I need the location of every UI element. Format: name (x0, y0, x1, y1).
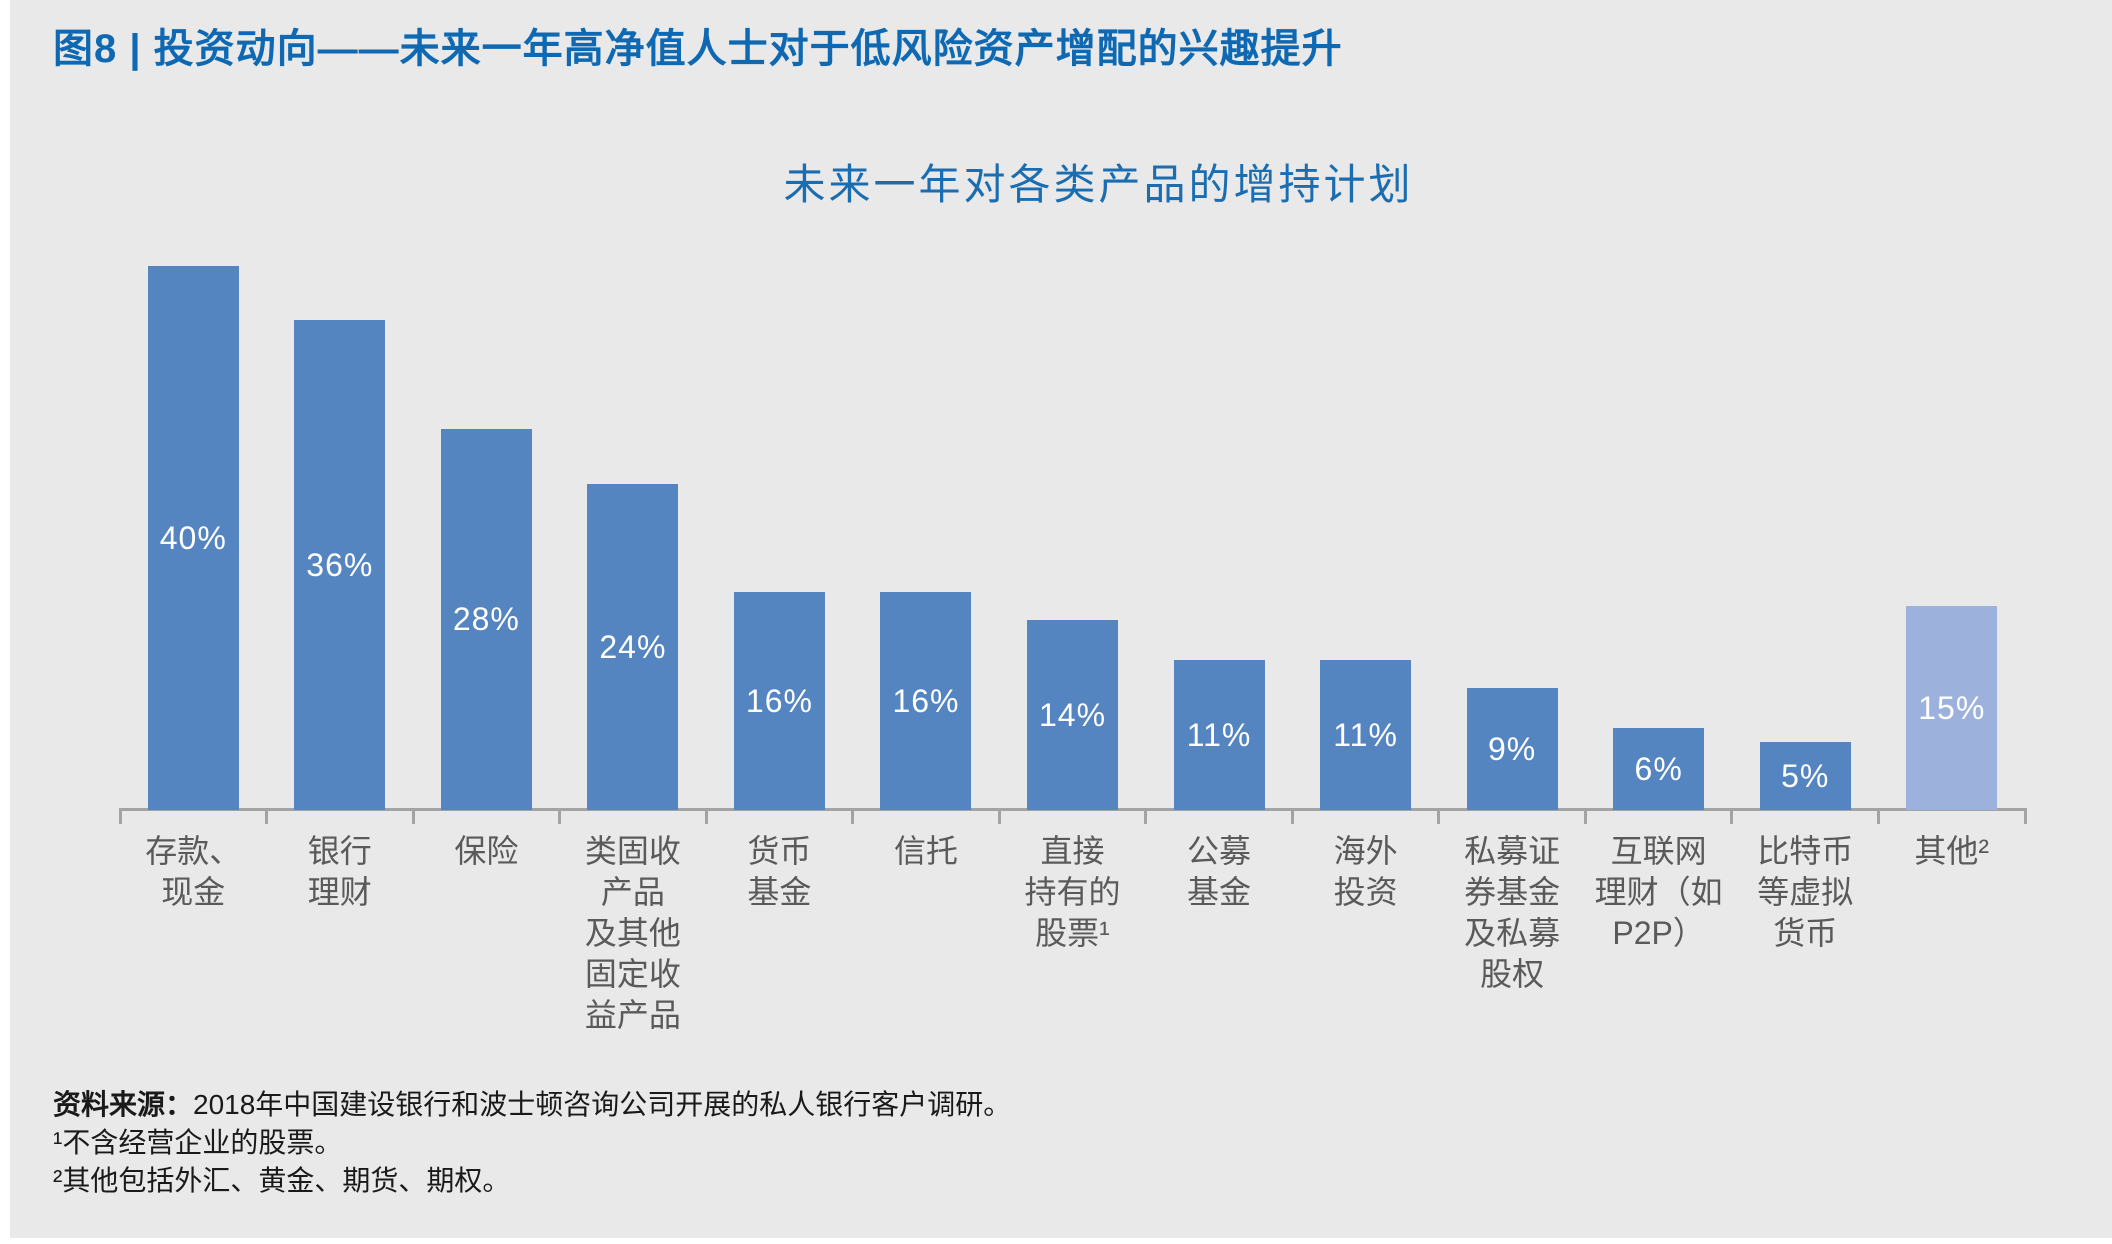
bar-value-label: 36% (306, 546, 374, 583)
axis-tick (118, 808, 122, 824)
axis-tick (265, 808, 269, 824)
bar-value-label: 16% (892, 682, 960, 719)
bar: 11% (1173, 660, 1265, 810)
bar: 16% (733, 592, 825, 810)
category-label: 保险 (454, 833, 519, 869)
axis-tick (411, 808, 415, 824)
category-label: 直接 持有的 股票¹ (1024, 833, 1121, 951)
bar: 5% (1759, 742, 1851, 810)
bar-value-label: 28% (452, 601, 520, 637)
axis-tick (704, 808, 708, 824)
axis-tick (1583, 808, 1587, 824)
category-label: 银行 理财 (307, 833, 372, 910)
source-line: 资料来源：2018年中国建设银行和波士顿咨询公司开展的私人银行客户调研。 (53, 1086, 1011, 1124)
bar-value-label: 40% (159, 519, 227, 556)
axis-tick (997, 808, 1001, 824)
axis-tick (558, 808, 562, 824)
bar-value-label: 11% (1333, 716, 1398, 753)
figure-panel: 图8 | 投资动向——未来一年高净值人士对于低风险资产增配的兴趣提升 未来一年对… (10, 0, 2112, 1238)
bar: 15% (1906, 606, 1998, 810)
axis-tick (1730, 808, 1734, 824)
figure-title: 图8 | 投资动向——未来一年高净值人士对于低风险资产增配的兴趣提升 (53, 27, 1343, 71)
category-label: 其他² (1914, 833, 1990, 869)
source-label: 资料来源： (53, 1089, 194, 1120)
bar-value-label: 15% (1918, 689, 1986, 726)
bar: 36% (294, 320, 386, 810)
axis-tick (1290, 808, 1294, 824)
bar-value-label: 24% (599, 628, 667, 665)
category-label: 私募证 券基金 及私募 股权 (1464, 833, 1561, 992)
footnote-2: ²其他包括外汇、黄金、期货、期权。 (53, 1165, 511, 1196)
category-label: 类固收 产品 及其他 固定收 益产品 (584, 833, 681, 1033)
axis-tick (1876, 808, 1880, 824)
bar-value-label: 14% (1038, 696, 1107, 733)
bar-value-label: 6% (1634, 750, 1683, 787)
category-label: 存款、 现金 (145, 833, 242, 910)
axis-tick (1437, 808, 1441, 824)
bar: 9% (1466, 688, 1558, 810)
bar-value-label: 16% (745, 682, 813, 719)
bar: 16% (880, 592, 972, 810)
bar: 40% (147, 266, 239, 810)
chart-title: 未来一年对各类产品的增持计划 (783, 161, 1414, 208)
bar: 11% (1320, 660, 1412, 810)
category-label: 公募 基金 (1187, 833, 1252, 910)
axis-tick (1144, 808, 1148, 824)
footnote-1: ¹不含经营企业的股票。 (53, 1127, 343, 1158)
axis-tick (2023, 808, 2027, 824)
source-text: 2018年中国建设银行和波士顿咨询公司开展的私人银行客户调研。 (193, 1089, 1012, 1120)
source-block: 资料来源：2018年中国建设银行和波士顿咨询公司开展的私人银行客户调研。 ¹不含… (53, 1086, 1011, 1200)
category-label: 海外 投资 (1333, 833, 1398, 910)
bar-value-label: 5% (1781, 757, 1830, 794)
bar: 6% (1613, 728, 1705, 810)
category-label: 比特币 等虚拟 货币 (1757, 833, 1854, 951)
category-label: 互联网 理财（如 P2P） (1594, 833, 1723, 951)
bar: 14% (1027, 620, 1118, 810)
bar-chart: 40% 存款、 现金 36% 银行 理财 28% 保险 24% 类固收 产品 及其他 固定收 … (10, 0, 2112, 1244)
category-label: 信托 (893, 833, 958, 869)
category-label: 货币 基金 (747, 833, 812, 910)
bar-value-label: 9% (1488, 730, 1537, 767)
bar: 28% (440, 429, 532, 810)
bar-value-label: 11% (1186, 716, 1252, 753)
bar: 24% (587, 484, 679, 810)
axis-tick (851, 808, 855, 824)
